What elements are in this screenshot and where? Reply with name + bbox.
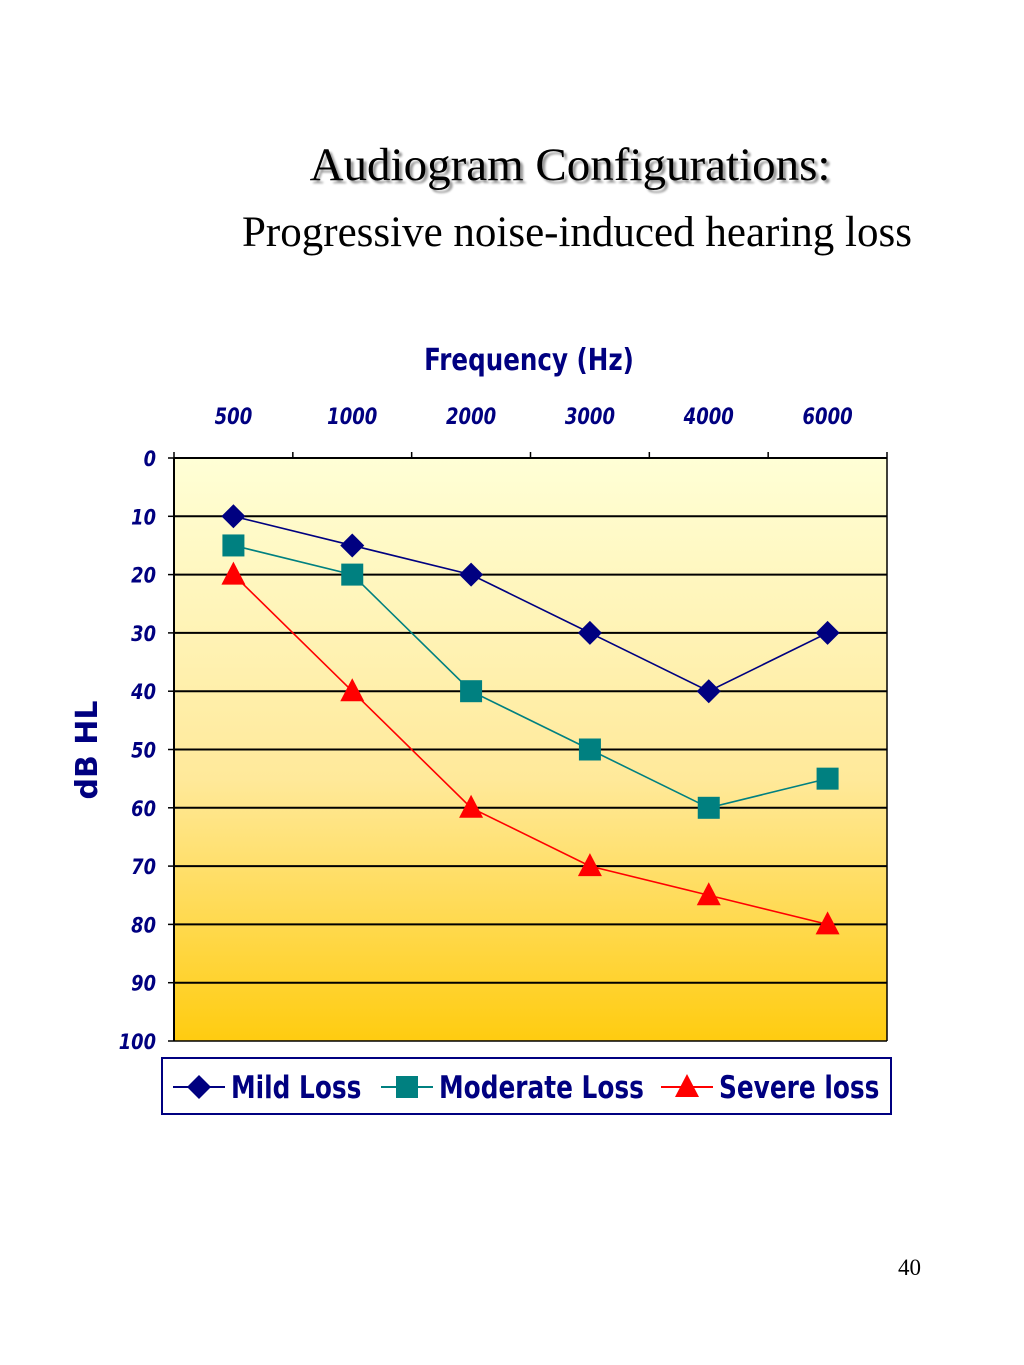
x-tick-label-4000: 4000 (683, 403, 734, 429)
y-tick-labels: 0 10 20 30 40 50 60 70 80 90 100 (119, 447, 156, 1055)
data-point-mild-loss-4000 (696, 679, 721, 704)
x-tick-label-2000: 2000 (446, 403, 496, 429)
data-point-mild-loss-1000 (340, 533, 365, 558)
legend-box (161, 1057, 892, 1115)
data-point-mild-loss-3000 (577, 620, 602, 645)
data-point-moderate-loss-6000 (816, 767, 839, 790)
x-axis-title: Frequency (Hz) (424, 344, 634, 378)
legend-marker-mild-loss (187, 1075, 211, 1099)
data-point-severe-loss-500 (221, 561, 246, 585)
data-point-severe-loss-3000 (577, 853, 602, 877)
x-tick-label-1000: 1000 (327, 403, 377, 429)
data-point-mild-loss-500 (221, 504, 246, 529)
series-line-severe-loss (232, 574, 828, 926)
legend-label-severe-loss: Severe loss (719, 1069, 879, 1105)
y-tick-label-90: 90 (131, 971, 156, 996)
page-number: 40 (898, 1255, 921, 1280)
series-line-mild-loss (233, 515, 828, 693)
y-tick-label-10: 10 (131, 505, 156, 530)
x-tick-label-500: 500 (215, 403, 253, 429)
axes (168, 452, 888, 1042)
y-tick-label-70: 70 (131, 855, 156, 880)
slide-title: Audiogram Configurations: (309, 139, 831, 191)
y-tick-label-30: 30 (131, 622, 156, 647)
series-line-moderate-loss (233, 544, 828, 809)
data-point-moderate-loss-3000 (578, 738, 601, 761)
data-point-mild-loss-6000 (815, 620, 840, 645)
y-tick-label-100: 100 (119, 1030, 156, 1055)
data-point-severe-loss-1000 (340, 678, 365, 702)
data-point-moderate-loss-500 (222, 534, 245, 557)
y-tick-label-20: 20 (131, 563, 156, 588)
legend-label-moderate-loss: Moderate Loss (439, 1069, 644, 1105)
legend-label-mild-loss: Mild Loss (231, 1069, 361, 1105)
y-tick-label-80: 80 (131, 913, 156, 938)
data-point-moderate-loss-4000 (697, 796, 720, 819)
y-tick-label-40: 40 (130, 680, 156, 705)
data-point-mild-loss-2000 (459, 562, 484, 587)
series (221, 504, 840, 935)
data-point-severe-loss-6000 (815, 911, 840, 935)
x-tick-labels: 500 1000 2000 3000 4000 6000 (215, 403, 853, 429)
x-tick-label-3000: 3000 (565, 403, 615, 429)
data-point-moderate-loss-2000 (460, 680, 483, 703)
data-point-severe-loss-4000 (696, 882, 721, 906)
x-tick-label-6000: 6000 (802, 403, 852, 429)
y-tick-label-0: 0 (144, 447, 156, 472)
legend-marker-moderate-loss (396, 1076, 418, 1098)
slide-subtitle: Progressive noise-induced hearing loss (242, 209, 912, 256)
data-point-severe-loss-2000 (459, 794, 484, 818)
legend-marker-severe-loss (675, 1074, 699, 1097)
y-tick-label-60: 60 (131, 796, 156, 821)
y-axis-title: dB HL (70, 700, 105, 799)
legend: Mild Loss Moderate Loss Severe loss (161, 1057, 892, 1115)
y-tick-label-50: 50 (131, 738, 156, 763)
data-point-moderate-loss-1000 (341, 563, 364, 586)
